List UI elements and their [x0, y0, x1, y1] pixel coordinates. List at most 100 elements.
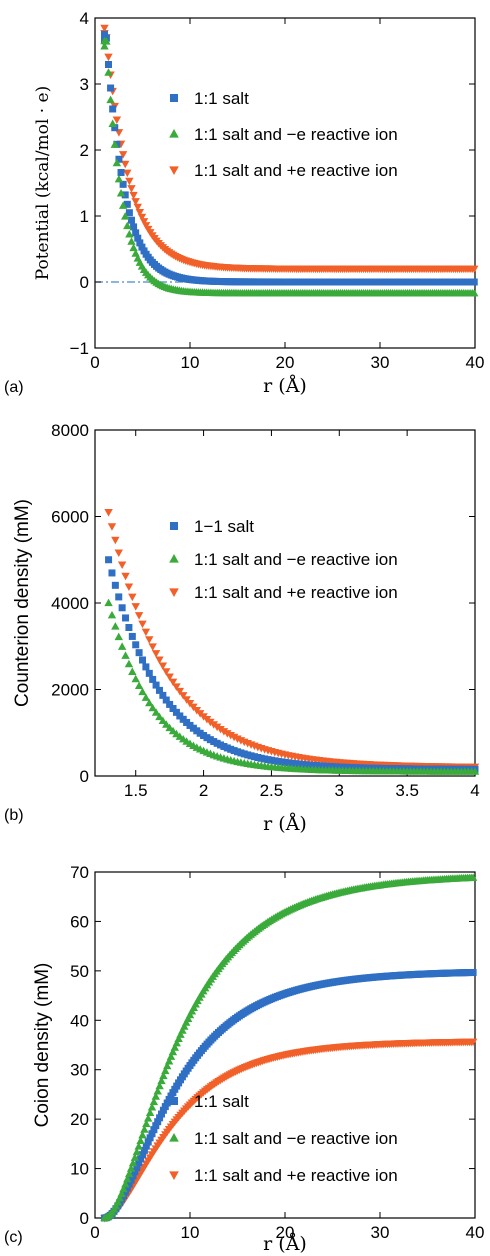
data-point	[125, 209, 133, 217]
data-point	[140, 1125, 149, 1133]
legend-entry: 1:1 salt and +e reactive ion	[194, 1166, 398, 1185]
data-point	[168, 678, 178, 687]
legend-entry: 1:1 salt and +e reactive ion	[194, 161, 398, 180]
series-green	[100, 873, 478, 1222]
data-point	[138, 243, 146, 251]
data-point	[145, 669, 153, 677]
data-point	[134, 234, 142, 242]
data-point	[133, 1163, 141, 1171]
series-blue	[101, 31, 478, 286]
data-point	[139, 656, 146, 664]
data-point	[121, 572, 130, 581]
legend-marker	[169, 554, 179, 563]
plot-frame	[94, 17, 476, 349]
data-point	[138, 1130, 147, 1139]
legend: 1−1 salt 1:1 salt and −e reactive ion 1:1 …	[169, 517, 398, 602]
data-point	[128, 593, 137, 602]
legend-marker	[169, 1171, 179, 1180]
data-point	[113, 1197, 122, 1206]
y-tick-label: 6000	[51, 508, 89, 527]
legend-marker	[169, 588, 179, 597]
data-point	[108, 569, 116, 577]
data-point	[158, 716, 168, 725]
data-point	[223, 730, 232, 738]
data-point	[148, 1130, 156, 1138]
data-point	[107, 523, 117, 531]
series-orange	[100, 24, 479, 274]
data-point	[141, 628, 151, 637]
data-point	[104, 53, 113, 62]
data-point	[105, 556, 113, 564]
data-point	[144, 1114, 153, 1122]
data-point	[104, 598, 113, 607]
data-point	[130, 223, 138, 231]
data-point	[212, 723, 222, 732]
data-point	[129, 191, 138, 200]
data-point	[114, 632, 123, 641]
data-point	[161, 1066, 170, 1075]
data-point	[132, 229, 140, 237]
x-tick-label: 30	[371, 1223, 390, 1242]
data-point	[170, 1043, 179, 1051]
data-point	[183, 1014, 193, 1022]
data-point	[135, 1159, 143, 1167]
data-point	[166, 700, 174, 708]
data-point	[128, 1158, 138, 1167]
x-tick-label: 30	[371, 353, 390, 372]
data-point	[158, 1110, 165, 1118]
data-point	[470, 265, 479, 274]
data-point	[155, 712, 164, 721]
data-point	[180, 1022, 189, 1030]
data-point	[152, 681, 160, 689]
x-tick-label: 10	[181, 353, 200, 372]
data-point	[108, 119, 117, 127]
data-point	[130, 1153, 140, 1161]
data-point	[139, 218, 149, 226]
data-point	[174, 1034, 183, 1043]
data-point	[104, 60, 112, 68]
legend-entry: 1:1 salt and −e reactive ion	[194, 125, 398, 144]
data-point	[470, 288, 479, 297]
data-point	[127, 237, 136, 245]
data-point	[101, 31, 108, 38]
data-point	[131, 603, 140, 611]
data-point	[111, 1201, 121, 1210]
data-point	[149, 1097, 159, 1106]
data-point	[102, 37, 111, 45]
data-point	[138, 620, 147, 629]
data-point	[470, 767, 480, 775]
data-point	[144, 1138, 152, 1146]
data-point	[163, 1099, 171, 1107]
data-point	[118, 604, 126, 612]
data-point	[123, 1174, 132, 1183]
y-tick-label: 3	[80, 75, 89, 94]
chart-panel-3: 0 10 20 30 40 0 10 20 30 40 50 60 70 r (Å) Coion densi…	[4, 863, 484, 1255]
y-tick-label: −1	[70, 339, 89, 358]
series-orange	[104, 509, 480, 772]
data-point	[125, 177, 134, 186]
data-point	[159, 1106, 167, 1114]
data-point	[138, 687, 147, 696]
data-point	[135, 649, 143, 657]
data-point	[107, 610, 117, 619]
data-point	[142, 1119, 151, 1128]
data-point	[182, 1018, 191, 1026]
y-tick-label: 40	[70, 1011, 89, 1030]
y-tick-label: 60	[70, 912, 89, 931]
data-point	[216, 725, 225, 734]
data-point	[151, 708, 161, 716]
data-point	[142, 1142, 150, 1150]
x-axis-label: r (Å)	[263, 813, 307, 835]
data-point	[152, 1122, 160, 1130]
plot-frame	[94, 429, 476, 777]
data-point	[158, 662, 168, 670]
legend-entry: 1:1 salt and −e reactive ion	[194, 1129, 398, 1148]
legend-marker	[169, 1133, 179, 1142]
x-tick-label: 40	[466, 1223, 485, 1242]
x-tick-label: 3	[335, 781, 344, 800]
data-point	[179, 692, 188, 700]
y-tick-label: 0	[80, 273, 89, 292]
data-point	[127, 216, 135, 224]
series-green	[100, 36, 479, 297]
data-point	[115, 1193, 124, 1202]
